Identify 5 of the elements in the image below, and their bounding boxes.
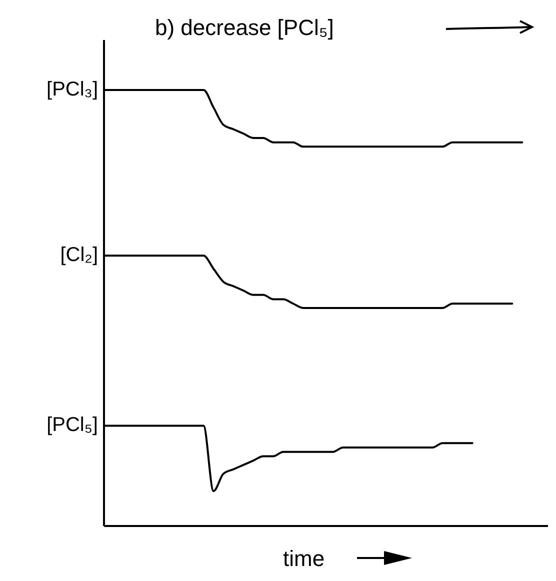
series-label: [PCl₃] — [46, 78, 98, 100]
series-label: [Cl₂] — [60, 244, 98, 266]
x-axis-title: time — [283, 546, 325, 571]
chart-title: b) decrease [PCl₅] — [155, 15, 334, 40]
series-label: [PCl₅] — [46, 414, 98, 436]
